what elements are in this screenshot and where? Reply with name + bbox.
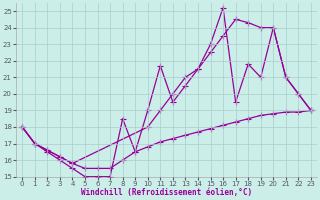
X-axis label: Windchill (Refroidissement éolien,°C): Windchill (Refroidissement éolien,°C)	[81, 188, 252, 197]
